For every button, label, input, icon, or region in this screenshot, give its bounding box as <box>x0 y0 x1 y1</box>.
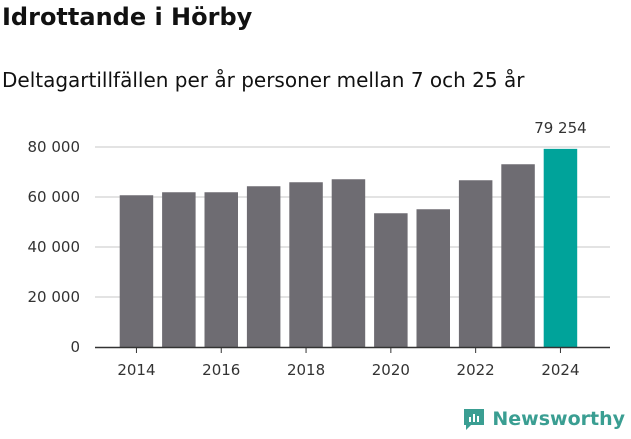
bar-2023 <box>501 164 535 347</box>
bar-2017 <box>246 186 281 347</box>
bar-value-label: 79 254 <box>534 119 587 137</box>
brand-name: Newsworthy <box>492 408 625 430</box>
x-tick-label: 2020 <box>372 361 410 379</box>
x-tick-label: 2016 <box>202 361 240 379</box>
y-tick-label: 60 000 <box>28 188 81 206</box>
bar-2015 <box>162 192 196 347</box>
newsworthy-logo-icon <box>464 409 485 430</box>
y-tick-label: 20 000 <box>28 288 81 306</box>
bar-2022 <box>458 180 493 347</box>
chart-subtitle: Deltagartillfällen per år personer mella… <box>2 68 525 92</box>
bar-2014 <box>119 195 154 347</box>
y-tick-label: 0 <box>70 338 80 356</box>
brand-logo: Newsworthy <box>462 407 625 431</box>
bar-chart: 0 20 000 40 000 60 000 80 000 2014 2016 2018 202… <box>28 119 610 379</box>
bar-2024 <box>543 148 578 347</box>
y-tick-label: 80 000 <box>28 138 81 156</box>
bar-2016 <box>204 192 238 347</box>
x-tick-label: 2018 <box>287 361 325 379</box>
x-tick-label: 2024 <box>541 361 579 379</box>
x-tick-label: 2014 <box>117 361 155 379</box>
bar-2021 <box>416 209 450 347</box>
bar-2020 <box>374 213 408 347</box>
y-tick-label: 40 000 <box>28 238 81 256</box>
chart-title: Idrottande i Hörby <box>2 3 253 31</box>
bar-2019 <box>331 179 366 347</box>
x-tick-label: 2022 <box>457 361 495 379</box>
bar-2018 <box>289 182 323 347</box>
